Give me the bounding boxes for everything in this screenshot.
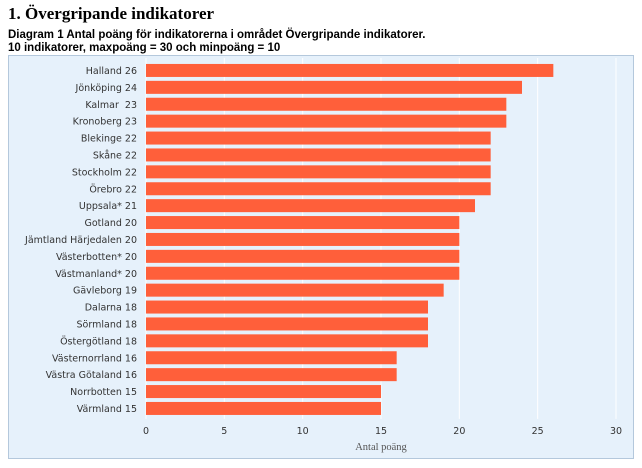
category-label: Västra Götaland 16 xyxy=(46,370,137,381)
bar xyxy=(146,114,507,128)
category-label: Kronoberg 23 xyxy=(73,117,137,128)
category-label: Norrbotten 15 xyxy=(70,387,137,398)
bar xyxy=(146,97,507,111)
x-tick-label: 10 xyxy=(297,426,309,437)
bar xyxy=(146,401,381,415)
bar xyxy=(146,131,491,145)
x-tick-label: 0 xyxy=(143,426,149,437)
bar xyxy=(146,232,460,246)
bar xyxy=(146,182,491,196)
bar xyxy=(146,334,428,348)
x-tick-label: 25 xyxy=(532,426,544,437)
bars xyxy=(146,63,554,415)
category-label: Värmland 15 xyxy=(77,404,137,415)
bar xyxy=(146,165,491,179)
bar xyxy=(146,283,444,297)
caption-line-1: Diagram 1 Antal poäng för indikatorerna … xyxy=(8,29,426,41)
bar xyxy=(146,199,475,213)
category-label: Skåne 22 xyxy=(93,150,137,161)
category-label: Blekinge 22 xyxy=(81,134,137,145)
category-label: Dalarna 18 xyxy=(85,303,137,314)
category-label: Uppsala* 21 xyxy=(79,201,137,212)
chart-area: Halland 26 Jönköping 24 Kalmar 23 Kronoberg… xyxy=(8,55,634,459)
chart-caption: Diagram 1 Antal poäng för indikatorerna … xyxy=(8,29,426,55)
category-label: Västerbotten* 20 xyxy=(56,252,137,263)
caption-line-2: 10 indikatorer, maxpoäng = 30 och minpoä… xyxy=(8,42,281,54)
category-label: Stockholm 22 xyxy=(72,167,137,178)
bar xyxy=(146,80,522,94)
category-label: Kalmar 23 xyxy=(85,100,137,111)
bar xyxy=(146,317,428,331)
bar xyxy=(146,300,428,314)
bar xyxy=(146,368,397,382)
category-label: Halland 26 xyxy=(86,66,137,77)
x-tick-label: 30 xyxy=(610,426,622,437)
x-axis-title: Antal poäng xyxy=(355,442,407,453)
x-tick-label: 5 xyxy=(221,426,227,437)
category-label: Örebro 22 xyxy=(89,184,137,195)
category-label: Östergötland 18 xyxy=(60,336,137,347)
bar xyxy=(146,63,554,77)
page-title: 1. Övergripande indikatorer xyxy=(8,4,215,23)
bar xyxy=(146,266,460,280)
category-label: Jönköping 24 xyxy=(75,83,137,94)
bar xyxy=(146,249,460,263)
bar xyxy=(146,351,397,365)
bar-chart: Halland 26 Jönköping 24 Kalmar 23 Kronoberg… xyxy=(24,58,622,453)
category-label: Gävleborg 19 xyxy=(73,286,137,297)
bar xyxy=(146,385,381,399)
category-label: Gotland 20 xyxy=(84,218,137,229)
x-tick-labels: 0 5 10 15 20 25 30 xyxy=(143,426,622,437)
x-tick-label: 15 xyxy=(375,426,387,437)
bar xyxy=(146,216,460,230)
bar xyxy=(146,148,491,162)
category-label: Sörmland 18 xyxy=(77,319,137,330)
category-labels: Halland 26 Jönköping 24 Kalmar 23 Kronoberg… xyxy=(24,66,137,415)
x-tick-label: 20 xyxy=(453,426,465,437)
category-label: Västmanland* 20 xyxy=(55,269,137,280)
category-label: Jämtland Härjedalen 20 xyxy=(24,235,137,246)
category-label: Västernorrland 16 xyxy=(52,353,137,364)
